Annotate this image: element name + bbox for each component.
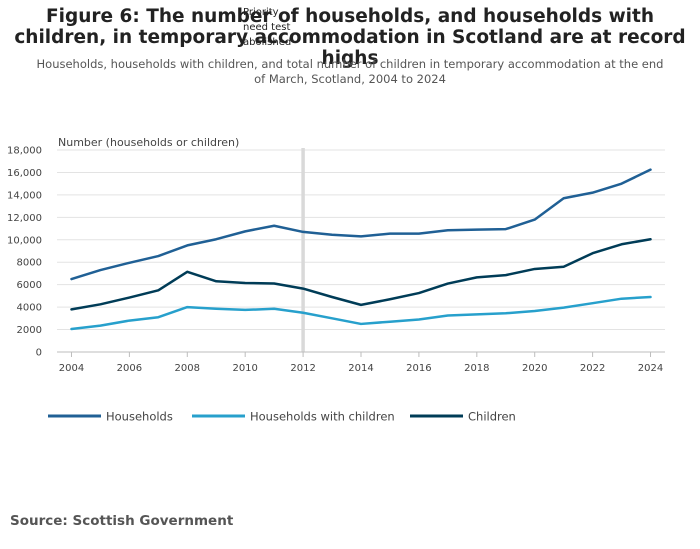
x-tick-label: 2022 [580,363,605,374]
legend-label: Children [468,410,516,424]
y-tick-label: 12,000 [7,213,42,224]
legend-item-children[interactable]: Children [410,410,516,424]
y-tick-label: 18,000 [7,146,42,157]
x-tick-label: 2006 [117,363,142,374]
x-tick-label: 2008 [175,363,200,374]
x-tick-label: 2016 [406,363,431,374]
x-tick-label: 2004 [59,363,84,374]
series-line-households-with-children[interactable] [70,295,652,331]
annotation-text: Priority [243,7,279,18]
annotation-text: abolished [243,37,291,48]
y-axis-title: Number (households or children) [58,136,239,149]
y-tick-label: 10,000 [7,235,42,246]
annotation: Priority need test abolished [243,7,291,48]
x-tick-label: 2024 [638,363,663,374]
source-note: Source: Scottish Government [10,513,234,529]
x-tick-label: 2020 [522,363,547,374]
annotation-text: need test [243,22,290,33]
y-tick-label: 8000 [17,258,42,269]
chart-title: Figure 6: The number of households, and … [14,6,686,69]
x-tick-label: 2014 [348,363,373,374]
y-tick-label: 4000 [17,303,42,314]
y-tick-label: 14,000 [7,190,42,201]
chart-subtitle: Households, households with children, an… [36,57,664,86]
line-chart: 0 2000 4000 6000 8000 10,000 12,000 14,000 16,00… [7,7,665,424]
series-line-children[interactable] [70,237,652,311]
axes: 0 2000 4000 6000 8000 10,000 12,000 14,000 16,00… [7,136,665,374]
series-lines [70,168,652,331]
x-tick-label: 2010 [232,363,257,374]
legend-item-households-with-children[interactable]: Households with children [192,410,395,424]
legend[interactable]: Households Households with children Childr… [48,410,516,424]
series-line-households[interactable] [70,168,652,281]
y-tick-label: 2000 [17,325,42,336]
legend-item-households[interactable]: Households [48,410,173,424]
y-tick-label: 6000 [17,280,42,291]
gridlines [57,149,665,331]
x-tick-label: 2012 [290,363,315,374]
x-tick-label: 2018 [464,363,489,374]
legend-label: Households with children [250,410,395,424]
y-tick-label: 0 [36,348,42,359]
legend-label: Households [106,410,173,424]
y-tick-label: 16,000 [7,168,42,179]
